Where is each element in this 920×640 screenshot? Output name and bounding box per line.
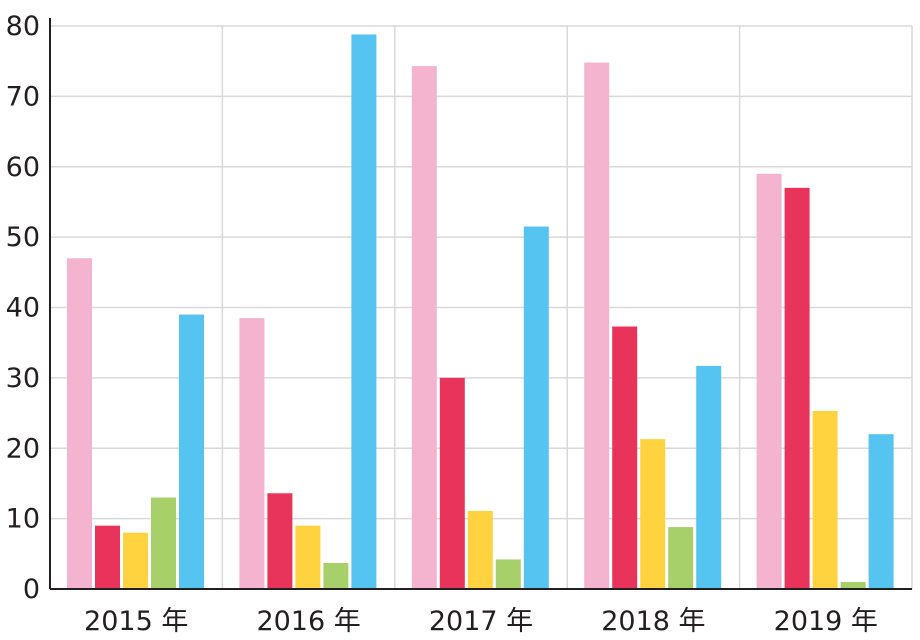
bar bbox=[584, 62, 610, 590]
bar bbox=[239, 318, 265, 589]
bars bbox=[67, 34, 894, 590]
y-tick-label: 0 bbox=[23, 574, 40, 605]
x-tick-label: 2019 年 bbox=[774, 606, 878, 637]
bar bbox=[668, 527, 694, 589]
bar bbox=[812, 410, 838, 589]
axes bbox=[49, 18, 912, 590]
bar bbox=[295, 525, 321, 589]
y-tick-label: 50 bbox=[6, 222, 40, 253]
labels: 0 10 20 30 40 50 60 70 80 2015 年 2016 年 2017 年 2018 … bbox=[6, 11, 878, 637]
bar bbox=[411, 66, 437, 589]
bar bbox=[612, 326, 638, 589]
y-tick-label: 20 bbox=[6, 433, 40, 464]
x-tick-label: 2017 年 bbox=[429, 606, 533, 637]
bar bbox=[868, 434, 894, 589]
bar bbox=[179, 314, 204, 589]
bar bbox=[840, 581, 866, 589]
x-tick-label: 2018 年 bbox=[601, 606, 705, 637]
y-tick-label: 30 bbox=[6, 363, 40, 394]
bar bbox=[756, 173, 782, 589]
y-tick-label: 60 bbox=[6, 152, 40, 183]
bar bbox=[467, 510, 493, 589]
bar bbox=[67, 258, 92, 589]
bar bbox=[123, 532, 148, 589]
y-tick-label: 80 bbox=[6, 11, 40, 42]
bar bbox=[151, 497, 176, 589]
bar bbox=[351, 34, 377, 589]
y-tick-label: 70 bbox=[6, 81, 40, 112]
bar bbox=[784, 187, 810, 590]
y-tick-label: 10 bbox=[6, 504, 40, 535]
bar bbox=[640, 439, 666, 589]
bar bbox=[523, 226, 549, 589]
bar bbox=[267, 493, 293, 589]
y-tick-label: 40 bbox=[6, 293, 40, 324]
bar bbox=[439, 377, 465, 589]
bar bbox=[495, 559, 521, 589]
x-tick-label: 2016 年 bbox=[256, 606, 360, 637]
x-tick-label: 2015 年 bbox=[84, 606, 188, 637]
bar bbox=[323, 562, 349, 589]
bar bbox=[696, 365, 722, 589]
bar bbox=[95, 525, 120, 589]
